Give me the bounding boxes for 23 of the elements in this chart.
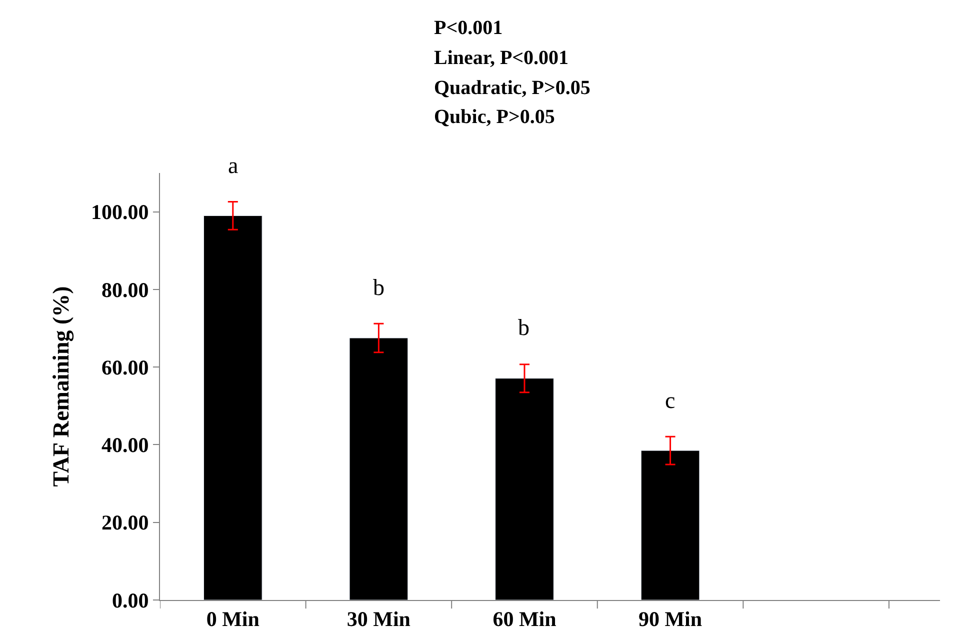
x-tick-label: 30 Min	[346, 607, 411, 632]
y-axis-title: TAF Remaining (%)	[48, 286, 74, 487]
bar	[640, 450, 700, 600]
text: Quadratic, P>0.05	[434, 77, 590, 99]
text: Qubic, P>0.05	[434, 106, 555, 128]
annotation: b	[373, 275, 384, 300]
text: Linear, P<0.001	[434, 47, 569, 69]
text: P<0.001	[434, 17, 503, 39]
x-tick-label: 90 Min	[638, 607, 702, 632]
y-tick-label: 20.00	[102, 510, 149, 535]
bar	[495, 378, 554, 600]
x-tick-label: 60 Min	[492, 607, 557, 632]
x-tick-label: 0 Min	[206, 607, 260, 632]
annotation: a	[228, 153, 238, 178]
y-tick-label: 0.00	[112, 588, 149, 612]
annotation: b	[518, 315, 530, 340]
annotation: c	[665, 388, 676, 413]
bar	[203, 215, 262, 600]
y-tick-label: 60.00	[102, 355, 149, 380]
bar	[349, 338, 408, 600]
y-tick-label: 80.00	[102, 278, 149, 302]
y-tick-label: 40.00	[102, 433, 149, 458]
y-tick-label: 100.00	[91, 200, 149, 224]
